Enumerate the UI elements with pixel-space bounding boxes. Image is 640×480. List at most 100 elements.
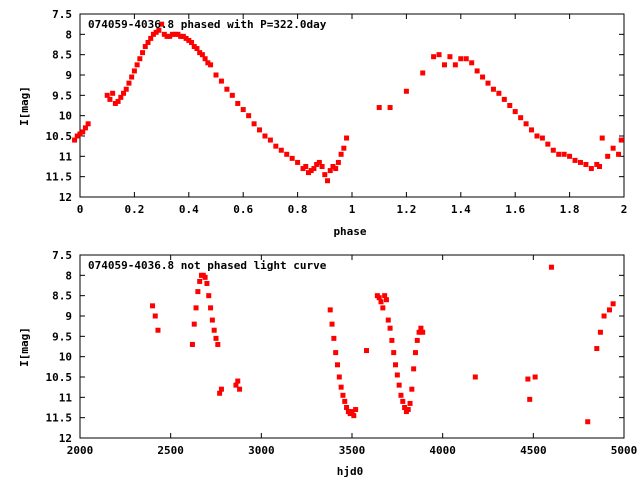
y-tick-label: 10.5 [46,130,73,143]
y-tick-label: 9 [65,69,72,82]
data-point [378,299,384,305]
data-point [82,125,88,131]
data-point [480,74,486,80]
data-point [338,384,344,390]
data-point [172,31,178,37]
data-point [400,398,406,404]
data-point [550,147,556,153]
data-point [80,129,86,135]
data-point [353,407,359,413]
data-point [175,31,181,37]
data-point [159,21,165,27]
data-point [329,321,335,327]
y-tick-label: 9 [65,310,72,323]
data-point [169,31,175,37]
data-point [322,172,328,178]
data-point [262,133,268,139]
data-point [414,337,420,343]
data-point [180,33,186,39]
data-point [308,168,314,174]
data-point [218,78,224,84]
data-point [153,29,159,35]
data-point [474,68,480,74]
x-tick-label: 0.8 [288,203,308,216]
data-point [295,159,301,165]
data-points [72,21,624,184]
data-point [512,109,518,115]
data-point [597,164,603,169]
x-tick-label: 3000 [248,444,275,457]
data-point [376,295,382,301]
data-point [525,376,531,382]
data-point [204,280,210,286]
data-point [278,147,284,153]
data-point [189,39,195,45]
data-point [407,400,413,406]
data-point [485,80,491,86]
data-point [341,145,347,151]
data-point [411,366,417,372]
data-point [507,103,513,108]
data-point [463,56,469,62]
x-tick-label: 3500 [339,444,366,457]
data-point [472,374,478,380]
data-point [387,105,393,111]
data-point [246,113,252,119]
y-tick-label: 7.5 [52,8,72,21]
data-point [319,164,325,169]
x-tick-label: 2500 [157,444,184,457]
data-point [501,96,507,102]
data-point [588,166,594,172]
x-tick-label: 4000 [429,444,456,457]
data-point [107,96,113,102]
data-point [115,98,121,104]
data-point [189,341,195,347]
data-point [327,168,333,174]
data-point [193,305,199,311]
data-point [605,153,611,159]
data-point [235,378,241,384]
data-point [376,105,382,111]
x-tick-label: 1 [349,203,356,216]
data-point [197,278,203,284]
data-point [556,151,562,157]
x-tick-label: 0.6 [233,203,253,216]
data-point [145,39,151,45]
data-point [211,327,217,333]
data-point [594,161,600,167]
data-point [134,62,140,68]
data-point [529,127,535,133]
axis-ticks: 2000 2500 3000 3500 4000 4500 5000 7.5 8 8.5 9 9.5 1… [46,249,638,457]
x-axis-label: hjd0 [337,465,364,478]
x-axis-label: phase [333,225,366,238]
data-point [112,100,118,106]
data-point [523,121,529,127]
data-point [118,94,124,100]
data-point [218,386,224,392]
data-point [167,33,173,39]
data-point [213,335,219,341]
data-point [382,293,388,299]
data-point [402,405,408,410]
data-point [213,72,219,78]
data-point [548,264,554,270]
data-point [532,374,538,380]
data-point [420,70,426,76]
data-point [140,50,146,56]
data-point [289,155,295,161]
data-point [577,159,583,165]
data-point [186,37,192,43]
data-point [403,88,409,94]
y-tick-label: 8.5 [52,49,72,62]
data-point [336,374,342,380]
data-point [156,27,162,33]
data-point [389,337,395,343]
data-point [327,307,333,313]
data-point [110,90,116,96]
data-point [137,56,143,62]
y-tick-label: 11.5 [46,412,73,425]
phased-light-curve-panel: 0 0.2 0.4 0.6 0.8 1 1.2 1.4 1.6 1.8 2 7.5 8 8.5 9 9.5 10… [18,8,627,238]
data-point [385,317,391,323]
data-point [545,141,551,147]
